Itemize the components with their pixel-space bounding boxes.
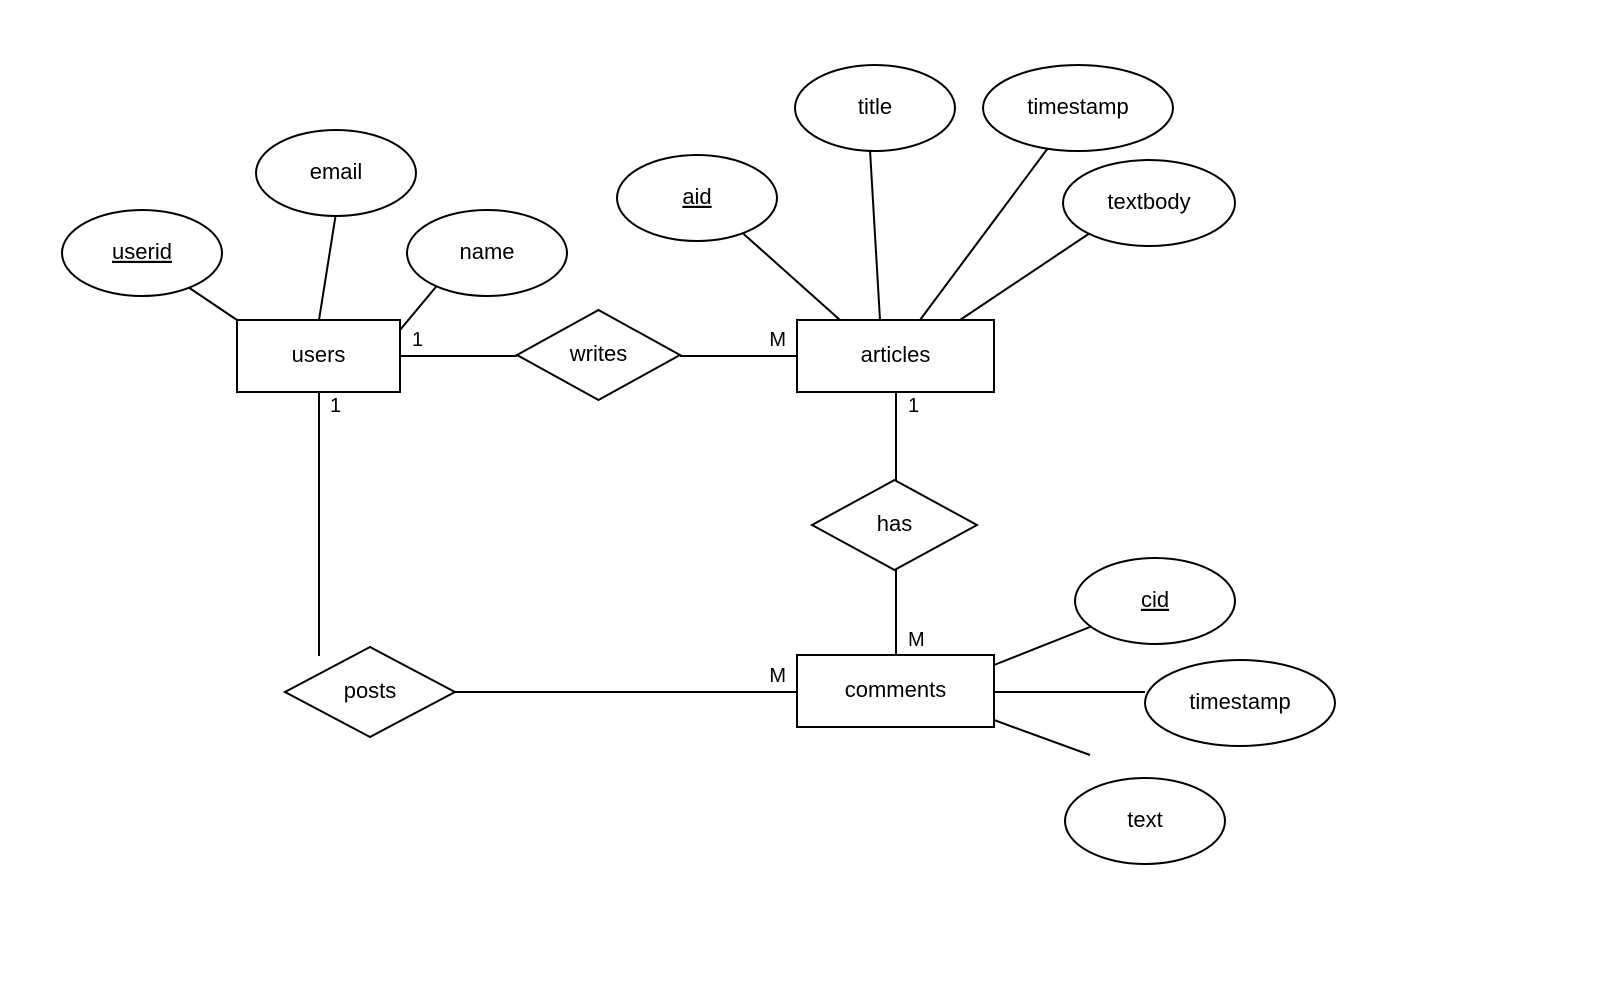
edges-layer — [185, 148, 1145, 755]
edge-cid-to-comments — [994, 625, 1095, 665]
relationship-label-has: has — [877, 511, 912, 536]
er-diagram: 1 M 1 M 1 Musers articles comments writes has post… — [0, 0, 1606, 998]
edge-name-to-users — [400, 282, 440, 330]
attribute-label-ts_com: timestamp — [1189, 689, 1290, 714]
attribute-label-title: title — [858, 94, 892, 119]
edge-title-to-articles — [870, 150, 880, 320]
edge-userid-to-users — [185, 285, 237, 320]
attribute-label-ts_art: timestamp — [1027, 94, 1128, 119]
attribute-label-aid: aid — [682, 184, 711, 209]
attribute-label-name: name — [459, 239, 514, 264]
relationship-label-writes: writes — [569, 341, 627, 366]
edge-email-to-users — [319, 213, 336, 320]
cardinality-users-writes: 1 — [412, 329, 423, 351]
edge-text-to-comments — [994, 720, 1090, 755]
entity-label-articles: articles — [861, 342, 931, 367]
entity-label-comments: comments — [845, 677, 946, 702]
edge-aid-to-articles — [737, 228, 840, 320]
attribute-label-textbody: textbody — [1107, 189, 1190, 214]
attribute-label-text: text — [1127, 807, 1162, 832]
attribute-label-userid: userid — [112, 239, 172, 264]
cardinality-users-posts: 1 — [330, 395, 341, 417]
edge-textbody-to-articles — [960, 233, 1090, 320]
cardinality-writes-articles: M — [769, 329, 786, 351]
attribute-label-email: email — [310, 159, 363, 184]
relationship-label-posts: posts — [344, 678, 397, 703]
entity-label-users: users — [292, 342, 346, 367]
cardinality-has-comments: M — [908, 629, 925, 651]
edge-ts_art-to-articles — [920, 148, 1048, 320]
cardinality-posts-comments: M — [769, 665, 786, 687]
cardinality-articles-has: 1 — [908, 395, 919, 417]
attribute-label-cid: cid — [1141, 587, 1169, 612]
